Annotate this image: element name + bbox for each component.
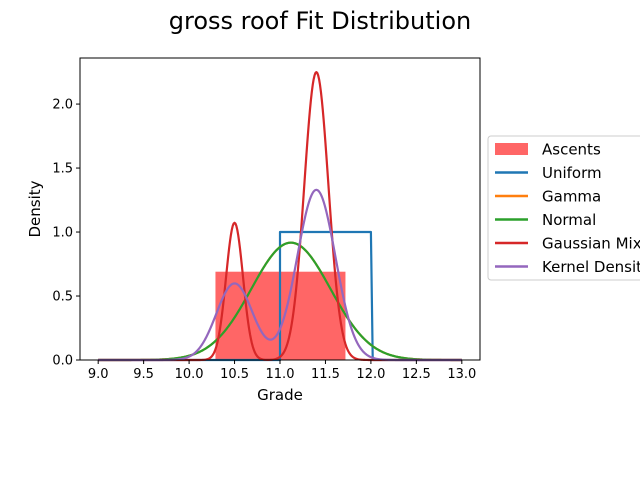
- legend-entry-label: Kernel Density: [542, 258, 640, 276]
- axis-ticks: 9.0 9.5 10.0 10.5 11.0 11.5 12.0 12.5 13.0 0.0 0.5…: [52, 98, 476, 382]
- x-tick-label: 9.0: [88, 367, 109, 382]
- legend-swatch-histogram: [495, 143, 528, 155]
- y-tick-label: 1.5: [52, 162, 73, 177]
- x-tick-label: 13.0: [447, 367, 476, 382]
- y-tick-label: 2.0: [52, 98, 73, 113]
- legend: Ascents Uniform Gamma Normal Gaussian Mixtur…: [487, 135, 640, 281]
- x-tick-label: 11.0: [266, 367, 295, 382]
- y-tick-label: 0.5: [52, 290, 73, 305]
- legend-entry-label: Normal: [542, 211, 596, 229]
- x-tick-label: 9.5: [133, 367, 154, 382]
- chart-title: gross roof Fit Distribution: [169, 7, 471, 35]
- x-tick-label: 12.0: [356, 367, 385, 382]
- legend-entry-label: Gaussian Mixture: [542, 235, 640, 253]
- x-axis-label: Grade: [257, 386, 303, 404]
- x-tick-label: 12.5: [402, 367, 431, 382]
- x-tick-label: 10.0: [175, 367, 204, 382]
- legend-entry-label: Gamma: [542, 188, 601, 206]
- legend-entry-label: Ascents: [542, 141, 601, 159]
- legend-entry-label: Uniform: [542, 164, 602, 182]
- y-tick-label: 0.0: [52, 354, 73, 369]
- x-tick-label: 10.5: [220, 367, 249, 382]
- y-tick-label: 1.0: [52, 226, 73, 241]
- x-tick-label: 11.5: [311, 367, 340, 382]
- y-axis-label: Density: [26, 180, 44, 237]
